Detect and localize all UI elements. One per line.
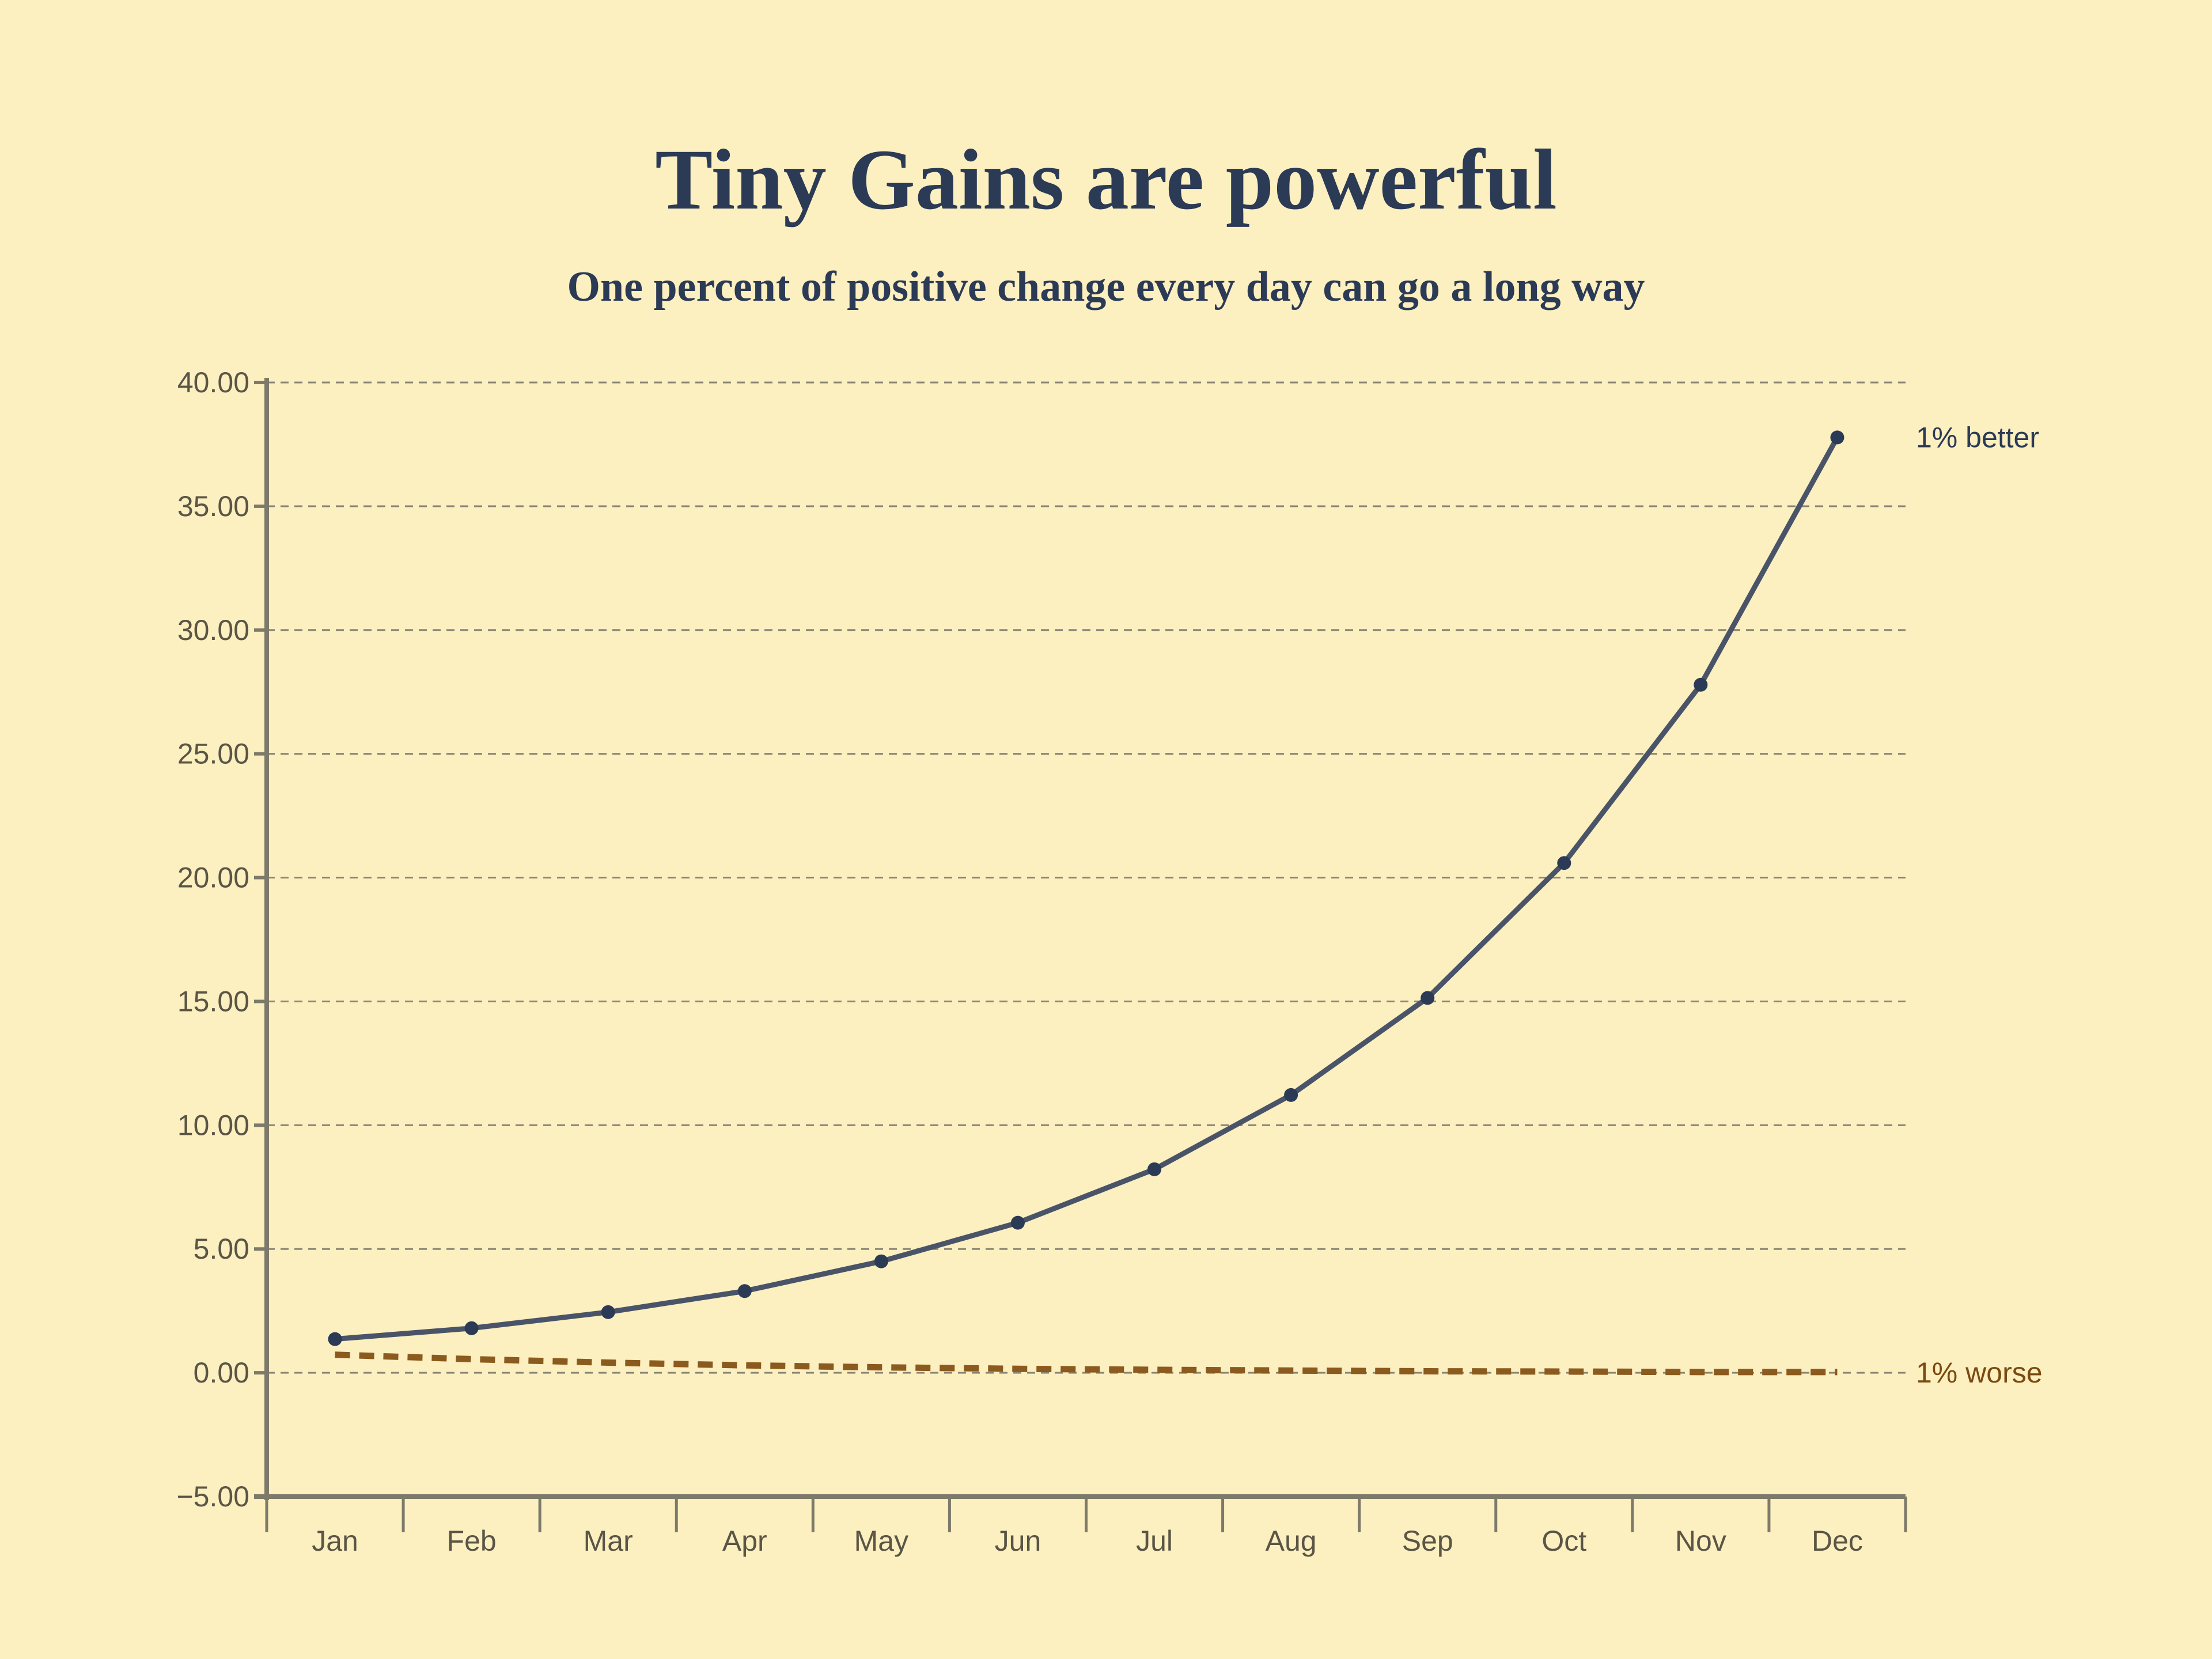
x-tick-label: Feb — [447, 1525, 497, 1557]
y-tick-label: −5.00 — [176, 1480, 249, 1513]
y-tick-label: 25.00 — [177, 738, 249, 770]
y-tick-label: 40.00 — [177, 366, 249, 399]
series-line-worse — [335, 1351, 1838, 1376]
data-point — [1284, 1088, 1298, 1102]
x-tick-label: Apr — [722, 1525, 767, 1557]
y-tick-label: 20.00 — [177, 862, 249, 894]
data-point — [1830, 430, 1844, 445]
x-tick-label: Nov — [1675, 1525, 1726, 1557]
data-point — [1694, 677, 1708, 692]
x-tick-label: Jan — [312, 1525, 358, 1557]
data-point — [737, 1284, 752, 1298]
series-line-better — [335, 436, 1840, 1342]
data-point — [874, 1254, 888, 1268]
chart-title: Tiny Gains are powerful — [655, 132, 1556, 228]
axes: −5.00 0.00 5.00 10.00 15.00 20.00 25.00 30.00 35… — [176, 366, 1907, 1557]
series-label: 1% better — [1916, 421, 2039, 453]
data-point — [1147, 1162, 1162, 1176]
x-tick-label: Mar — [584, 1525, 633, 1557]
data-point — [1010, 1215, 1025, 1230]
data-point — [464, 1321, 479, 1335]
y-tick-label: 35.00 — [177, 490, 249, 522]
data-point — [328, 1332, 342, 1346]
y-tick-label: 30.00 — [177, 614, 249, 646]
chart-subtitle: One percent of positive change every day… — [567, 263, 1645, 310]
y-tick-label: 10.00 — [177, 1109, 249, 1141]
x-tick-label: Oct — [1541, 1525, 1586, 1557]
gridlines — [267, 381, 1906, 1374]
x-tick-label: Jun — [995, 1525, 1041, 1557]
data-point — [601, 1305, 615, 1319]
data-point — [1557, 856, 1571, 870]
x-tick-label: Jul — [1136, 1525, 1173, 1557]
y-tick-label: 0.00 — [194, 1357, 249, 1389]
x-tick-label: Dec — [1812, 1525, 1863, 1557]
x-tick-label: May — [854, 1525, 908, 1557]
y-tick-label: 5.00 — [194, 1233, 249, 1265]
series-group: 1% better 1% worse — [328, 421, 2043, 1389]
y-tick-label: 15.00 — [177, 985, 249, 1017]
series-label: 1% worse — [1916, 1357, 2043, 1389]
x-tick-label: Sep — [1402, 1525, 1453, 1557]
x-tick-label: Aug — [1266, 1525, 1317, 1557]
data-point — [1421, 991, 1435, 1005]
